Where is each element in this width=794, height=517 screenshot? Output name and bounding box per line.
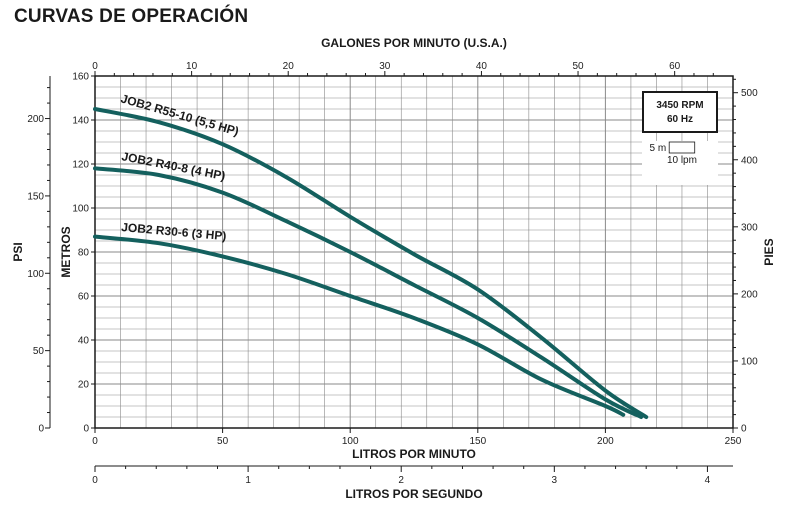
- y-tick-label: 80: [78, 248, 90, 259]
- x-tick-label: 250: [725, 436, 742, 447]
- pies-tick-label: 100: [741, 356, 758, 367]
- x-tick-label: 150: [469, 436, 486, 447]
- pies-tick-label: 500: [741, 88, 758, 99]
- x-top-axis-title: GALONES POR MINUTO (U.S.A.): [321, 36, 507, 50]
- page-title: CURVAS DE OPERACIÓN: [14, 6, 249, 27]
- x-tick-label: 0: [92, 436, 98, 447]
- x-bottom2-tick-label: 2: [398, 475, 404, 486]
- scale-box: [668, 141, 696, 154]
- pies-axis-title: PIES: [762, 238, 776, 265]
- y-tick-label: 0: [83, 424, 89, 435]
- x-top-tick-label: 40: [476, 61, 488, 72]
- x-axis-title: LITROS POR MINUTO: [352, 447, 476, 461]
- x-bottom2-tick-label: 0: [92, 475, 98, 486]
- x-top-tick-label: 30: [379, 61, 391, 72]
- scale-width-label: 10 lpm: [667, 155, 697, 166]
- x-bottom2-axis-title: LITROS POR SEGUNDO: [345, 487, 482, 501]
- x-bottom2-tick-label: 4: [705, 475, 711, 486]
- y-tick-label: 60: [78, 292, 90, 303]
- x-bottom2-tick-label: 3: [552, 475, 558, 486]
- psi-axis-title: PSI: [11, 242, 25, 261]
- pies-tick-label: 200: [741, 289, 758, 300]
- y-tick-label: 40: [78, 336, 90, 347]
- x-top-tick-label: 10: [186, 61, 198, 72]
- x-tick-label: 200: [597, 436, 614, 447]
- scale-height-label: 5 m: [650, 143, 667, 154]
- y-axis-title: METROS: [59, 226, 73, 277]
- speed-box: [642, 91, 718, 133]
- x-top-tick-label: 50: [572, 61, 584, 72]
- series-line: [93, 107, 649, 419]
- speed-hz-text: 60 Hz: [667, 114, 693, 125]
- x-tick-label: 100: [342, 436, 359, 447]
- pies-tick-label: 0: [741, 424, 747, 435]
- pies-tick-label: 300: [741, 222, 758, 233]
- series-line: [93, 234, 626, 417]
- y-tick-label: 100: [72, 204, 89, 215]
- psi-tick-label: 150: [27, 191, 44, 202]
- psi-tick-label: 50: [33, 346, 45, 357]
- psi-tick-label: 0: [38, 424, 44, 435]
- series: [93, 107, 649, 419]
- psi-tick-label: 100: [27, 269, 44, 280]
- speed-rpm-text: 3450 RPM: [656, 100, 703, 111]
- y-tick-label: 20: [78, 380, 90, 391]
- pies-tick-label: 400: [741, 155, 758, 166]
- y-tick-label: 120: [72, 160, 89, 171]
- y-tick-label: 140: [72, 116, 89, 127]
- x-top-tick-label: 20: [283, 61, 295, 72]
- x-bottom2-tick-label: 1: [245, 475, 251, 486]
- x-top-tick-label: 60: [669, 61, 681, 72]
- y-tick-label: 160: [72, 72, 89, 83]
- x-top-tick-label: 0: [92, 61, 98, 72]
- x-tick-label: 50: [217, 436, 229, 447]
- psi-tick-label: 200: [27, 114, 44, 125]
- info-boxes: 3450 RPM 60 Hz 5 m10 lpm: [642, 91, 718, 185]
- series-line: [93, 166, 644, 419]
